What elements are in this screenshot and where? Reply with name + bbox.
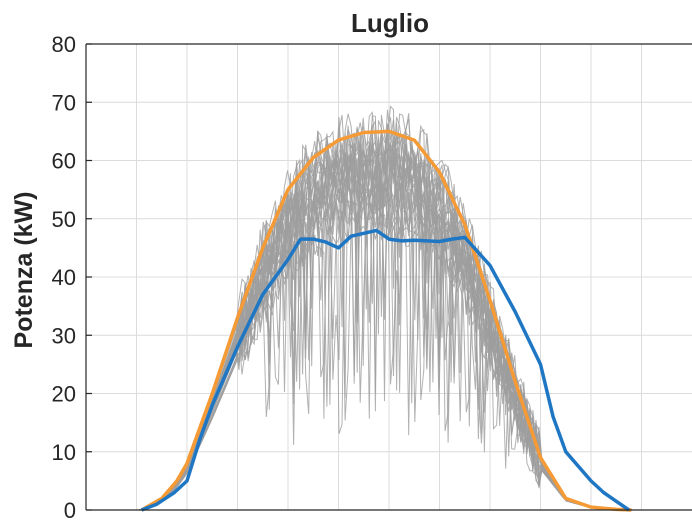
y-tick-label: 60 — [52, 149, 76, 174]
y-tick-label: 40 — [52, 265, 76, 290]
envelope-line — [140, 129, 632, 512]
y-tick-labels: 0 10 20 30 40 50 60 70 80 — [52, 32, 76, 522]
y-tick-label: 20 — [52, 382, 76, 407]
median-line — [140, 228, 630, 512]
median-series — [140, 228, 630, 512]
axes — [85, 43, 692, 511]
y-tick-label: 10 — [52, 440, 76, 465]
daily-profile-lines — [138, 105, 633, 511]
y-axis-label: Potenza (kW) — [10, 192, 38, 349]
y-tick-label: 70 — [52, 90, 76, 115]
y-tick-label: 80 — [52, 32, 76, 57]
chart-title: Luglio — [351, 8, 429, 38]
envelope-series — [140, 129, 632, 512]
y-tick-label: 50 — [52, 207, 76, 232]
y-tick-label: 30 — [52, 323, 76, 348]
daily-profile-line — [138, 161, 633, 511]
y-tick-label: 0 — [64, 498, 76, 522]
